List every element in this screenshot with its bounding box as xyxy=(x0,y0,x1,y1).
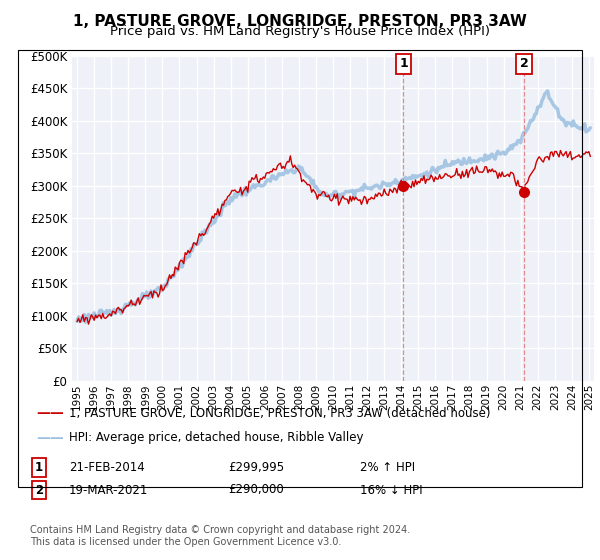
Text: 1: 1 xyxy=(35,461,43,474)
Text: £299,995: £299,995 xyxy=(228,461,284,474)
Text: Contains HM Land Registry data © Crown copyright and database right 2024.
This d: Contains HM Land Registry data © Crown c… xyxy=(30,525,410,547)
Text: £290,000: £290,000 xyxy=(228,483,284,497)
Text: 1, PASTURE GROVE, LONGRIDGE, PRESTON, PR3 3AW (detached house): 1, PASTURE GROVE, LONGRIDGE, PRESTON, PR… xyxy=(69,407,491,420)
Text: 2: 2 xyxy=(35,483,43,497)
Text: ——: —— xyxy=(36,431,64,445)
Text: 1: 1 xyxy=(399,57,408,71)
Text: 1, PASTURE GROVE, LONGRIDGE, PRESTON, PR3 3AW: 1, PASTURE GROVE, LONGRIDGE, PRESTON, PR… xyxy=(73,14,527,29)
Text: ——: —— xyxy=(36,407,64,420)
Text: HPI: Average price, detached house, Ribble Valley: HPI: Average price, detached house, Ribb… xyxy=(69,431,364,445)
Text: 2: 2 xyxy=(520,57,529,71)
Text: 19-MAR-2021: 19-MAR-2021 xyxy=(69,483,148,497)
Text: 16% ↓ HPI: 16% ↓ HPI xyxy=(360,483,422,497)
Text: 21-FEB-2014: 21-FEB-2014 xyxy=(69,461,145,474)
Text: Price paid vs. HM Land Registry's House Price Index (HPI): Price paid vs. HM Land Registry's House … xyxy=(110,25,490,38)
Text: 2% ↑ HPI: 2% ↑ HPI xyxy=(360,461,415,474)
